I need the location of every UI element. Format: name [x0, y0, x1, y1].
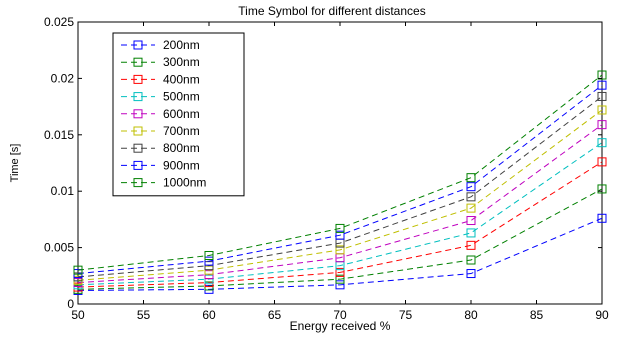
legend-label: 900nm: [163, 158, 200, 172]
x-tick-label: 90: [595, 308, 609, 322]
data-point: [466, 203, 476, 213]
y-tick-label: 0.015: [44, 128, 74, 142]
x-tick-label: 70: [333, 308, 347, 322]
legend-label: 700nm: [163, 124, 200, 138]
data-point: [335, 274, 345, 284]
legend-marker: [133, 126, 143, 136]
series-line: [77, 74, 603, 271]
data-point: [597, 80, 607, 90]
data-point: [597, 138, 607, 148]
x-tick-label: 80: [464, 308, 478, 322]
data-point: [335, 267, 345, 277]
legend-label: 300nm: [163, 55, 200, 69]
legend-marker: [133, 109, 143, 119]
series-line: [77, 124, 603, 284]
legend-label: 400nm: [163, 72, 200, 86]
x-tick-label: 50: [71, 308, 85, 322]
data-point: [204, 256, 214, 266]
data-point: [335, 230, 345, 240]
data-point: [466, 216, 476, 226]
data-point: [204, 265, 214, 275]
legend-item: 200nm: [121, 38, 200, 52]
series-line: [77, 161, 603, 288]
data-point: [335, 280, 345, 290]
data-point: [204, 261, 214, 271]
legend-marker: [133, 92, 143, 102]
data-point: [73, 265, 83, 275]
legend-marker: [133, 57, 143, 67]
series-line: [77, 109, 603, 281]
data-point: [335, 245, 345, 255]
data-point: [466, 192, 476, 202]
legend-marker: [133, 178, 143, 188]
data-point: [597, 70, 607, 80]
x-tick-label: 55: [137, 308, 151, 322]
data-point: [466, 228, 476, 238]
data-point: [597, 184, 607, 194]
legend-item: 300nm: [121, 55, 200, 69]
x-axis: 50 55 60 65 70 75 80 85 90: [71, 22, 609, 322]
series-line: [77, 96, 603, 278]
x-tick-label: 75: [399, 308, 413, 322]
legend-label: 800nm: [163, 141, 200, 155]
series-line: [77, 217, 603, 291]
data-point: [597, 120, 607, 130]
series-layer: [73, 70, 607, 295]
legend-item: 400nm: [121, 72, 200, 86]
data-point: [204, 270, 214, 280]
y-tick-label: 0: [67, 297, 74, 311]
legend-box: [112, 32, 245, 197]
data-point: [597, 157, 607, 167]
legend-item: 600nm: [121, 107, 200, 121]
data-point: [466, 173, 476, 183]
chart-title: Time Symbol for different distances: [238, 4, 425, 18]
legend-label: 1000nm: [163, 176, 206, 190]
legend-marker: [133, 160, 143, 170]
data-point: [597, 213, 607, 223]
data-point: [204, 250, 214, 260]
x-tick-label: 65: [268, 308, 282, 322]
legend-item: 800nm: [121, 141, 200, 155]
legend-marker: [133, 74, 143, 84]
series-line: [77, 142, 603, 286]
y-tick-label: 0.005: [44, 241, 74, 255]
series-line: [77, 84, 603, 275]
x-tick-label: 85: [530, 308, 544, 322]
y-tick-label: 0.01: [51, 184, 75, 198]
legend-item: 500nm: [121, 90, 200, 104]
y-tick-label: 0.02: [51, 71, 75, 85]
series-line: [77, 188, 603, 290]
data-point: [335, 223, 345, 233]
data-point: [204, 274, 214, 284]
data-point: [466, 269, 476, 279]
data-point: [466, 182, 476, 192]
y-axis: 0 0.005 0.01 0.015 0.02 0.025: [44, 15, 602, 311]
legend-item: 1000nm: [121, 176, 206, 190]
series-900nm: [73, 80, 607, 279]
legend-item: 900nm: [121, 158, 200, 172]
y-axis-label: Time [s]: [9, 144, 21, 183]
series-1000nm: [73, 70, 607, 275]
legend-marker: [133, 40, 143, 50]
legend-label: 200nm: [163, 38, 200, 52]
data-point: [466, 240, 476, 250]
legend-marker: [133, 143, 143, 153]
data-point: [466, 255, 476, 265]
legend-label: 500nm: [163, 90, 200, 104]
legend-item: 700nm: [121, 124, 200, 138]
data-point: [597, 105, 607, 115]
y-tick-label: 0.025: [44, 15, 74, 29]
legend-label: 600nm: [163, 107, 200, 121]
x-axis-label: Energy received %: [290, 319, 391, 333]
legend: 200nm 300nm 400nm 500nm 600nm 700nm 800nm 900nm…: [112, 32, 245, 197]
x-tick-label: 60: [202, 308, 216, 322]
series-600nm: [73, 120, 607, 288]
data-point: [597, 91, 607, 101]
